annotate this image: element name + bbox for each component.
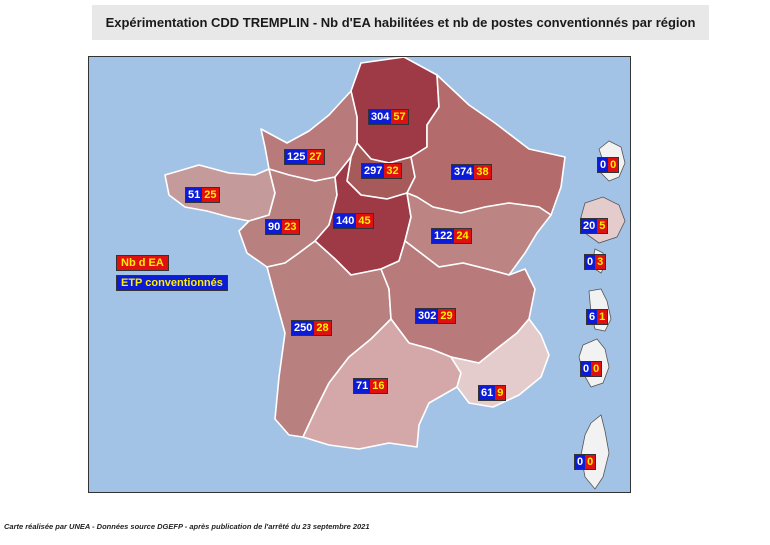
map-title: Expérimentation CDD TREMPLIN - Nb d'EA h… — [92, 5, 709, 40]
region-value-nouvelle-aquitaine: 250 28 — [291, 320, 332, 336]
etp-value: 0 — [598, 158, 609, 172]
region-value-normandie: 125 27 — [284, 149, 325, 165]
ea-value: 0 — [591, 362, 602, 376]
etp-value: 0 — [585, 255, 596, 269]
region-value-bourgogne-franche-comte: 122 24 — [431, 228, 472, 244]
etp-value: 6 — [587, 310, 598, 324]
etp-value: 125 — [285, 150, 308, 164]
etp-value: 71 — [354, 379, 371, 393]
region-value-pays-de-la-loire: 90 23 — [265, 219, 300, 235]
etp-value: 0 — [575, 455, 586, 469]
ea-value: 28 — [314, 321, 331, 335]
ea-value: 24 — [454, 229, 471, 243]
ea-value: 9 — [495, 386, 506, 400]
legend-etp: ETP conventionnés — [116, 275, 228, 291]
ea-value: 0 — [585, 455, 596, 469]
ea-value: 1 — [597, 310, 608, 324]
territory-corse — [580, 414, 610, 490]
etp-value: 20 — [581, 219, 598, 233]
region-paca — [450, 318, 550, 408]
region-value-grand-est: 374 38 — [451, 164, 492, 180]
region-value-auvergne-rhone-alpes: 302 29 — [415, 308, 456, 324]
legend-ea: Nb d EA — [116, 255, 169, 271]
ea-value: 3 — [595, 255, 606, 269]
region-value-occitanie: 71 16 — [353, 378, 388, 394]
etp-value: 51 — [186, 188, 203, 202]
ea-value: 29 — [438, 309, 455, 323]
etp-value: 90 — [266, 220, 283, 234]
etp-value: 61 — [479, 386, 496, 400]
region-bretagne — [164, 164, 276, 222]
ea-value: 0 — [608, 158, 619, 172]
region-value-hauts-de-france: 304 57 — [368, 109, 409, 125]
etp-value: 250 — [292, 321, 315, 335]
etp-value: 140 — [334, 214, 357, 228]
ea-value: 45 — [356, 214, 373, 228]
ea-value: 57 — [391, 110, 408, 124]
ea-value: 25 — [202, 188, 219, 202]
ea-value: 23 — [282, 220, 299, 234]
region-value-paca: 61 9 — [478, 385, 507, 401]
region-value-centre: 140 45 — [333, 213, 374, 229]
ea-value: 16 — [370, 379, 387, 393]
etp-value: 304 — [369, 110, 392, 124]
etp-value: 302 — [416, 309, 439, 323]
ea-value: 32 — [384, 164, 401, 178]
ea-value: 38 — [474, 165, 491, 179]
region-value-ile-de-france: 297 32 — [361, 163, 402, 179]
etp-value: 297 — [362, 164, 385, 178]
ea-value: 5 — [597, 219, 608, 233]
region-value-bretagne: 51 25 — [185, 187, 220, 203]
etp-value: 122 — [432, 229, 455, 243]
etp-value: 374 — [452, 165, 475, 179]
overseas-value-la-reunion: 20 5 — [580, 218, 609, 234]
france-region-map: 304 57 125 27 297 32 374 38 51 25 90 23 140 45 … — [88, 56, 631, 493]
etp-value: 0 — [581, 362, 592, 376]
ea-value: 27 — [307, 150, 324, 164]
source-note: Carte réalisée par UNEA - Données source… — [4, 522, 370, 531]
